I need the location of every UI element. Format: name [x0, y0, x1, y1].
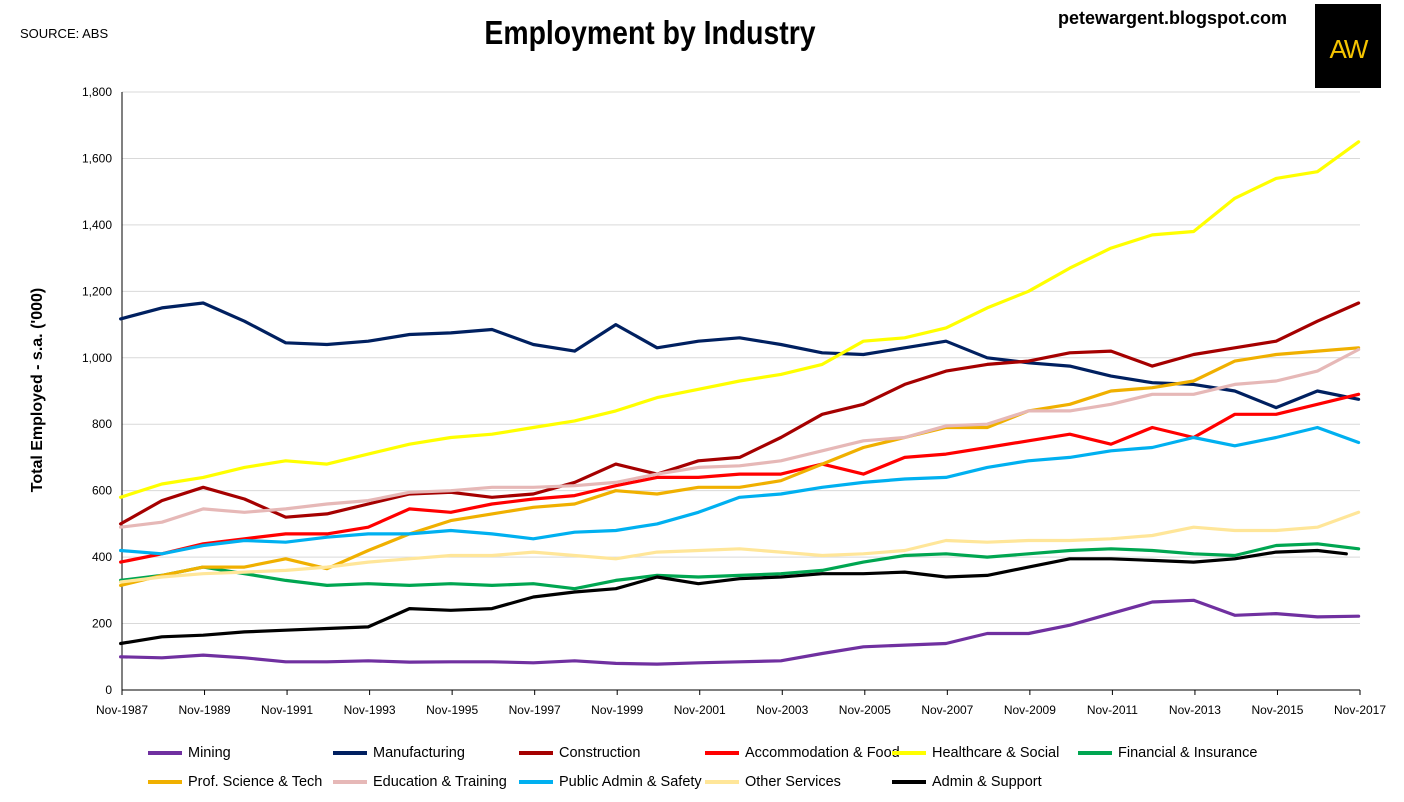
- legend-item: Accommodation & Food: [705, 743, 900, 763]
- legend-swatch: [519, 751, 553, 755]
- series-line-other-services: [118, 510, 1361, 584]
- gridlines: [121, 91, 1360, 691]
- y-axis-label: Total Employed - s.a. ('000): [29, 288, 46, 492]
- y-tick-label: 200: [92, 617, 112, 631]
- x-tick-label: Nov-1999: [591, 703, 643, 717]
- legend-item: Construction: [519, 743, 640, 763]
- x-tick-label: Nov-2003: [756, 703, 808, 717]
- x-tick-label: Nov-2015: [1251, 703, 1303, 717]
- x-tick-label: Nov-2007: [921, 703, 973, 717]
- legend-swatch: [892, 780, 926, 784]
- legend-item: Admin & Support: [892, 772, 1042, 792]
- series-lines: [118, 140, 1361, 666]
- series-line-accommodation-food: [118, 392, 1361, 564]
- source-label: SOURCE: ABS: [20, 26, 109, 41]
- legend-label: Healthcare & Social: [932, 745, 1060, 761]
- chart-title: Employment by Industry: [484, 14, 816, 51]
- x-tick-label: Nov-2013: [1169, 703, 1221, 717]
- legend-item: Financial & Insurance: [1078, 743, 1257, 763]
- y-tick-label: 400: [92, 550, 112, 564]
- y-tick-label: 1,000: [82, 351, 112, 365]
- legend-swatch: [148, 780, 182, 784]
- x-tick-label: Nov-1989: [179, 703, 231, 717]
- series-line-admin-support: [118, 548, 1348, 646]
- series-line-manufacturing: [118, 301, 1361, 410]
- legend-label: Admin & Support: [932, 774, 1042, 790]
- legend-label: Education & Training: [373, 774, 507, 790]
- series-line-public-admin-safety: [118, 425, 1361, 556]
- legend-label: Public Admin & Safety: [559, 774, 702, 790]
- legend-swatch: [705, 780, 739, 784]
- y-tick-label: 800: [92, 417, 112, 431]
- legend-swatch: [1078, 751, 1112, 755]
- legend-label: Mining: [188, 745, 231, 761]
- x-tick-label: Nov-2017: [1334, 703, 1386, 717]
- legend-swatch: [892, 751, 926, 755]
- x-tick-label: Nov-2001: [674, 703, 726, 717]
- y-tick-label: 600: [92, 484, 112, 498]
- legend-item: Mining: [148, 743, 231, 763]
- legend-label: Other Services: [745, 774, 841, 790]
- legend-item: Other Services: [705, 772, 841, 792]
- x-axis-ticks: Nov-1987 Nov-1989 Nov-1991 Nov-1993 Nov-1995…: [96, 690, 1386, 717]
- x-tick-label: Nov-2005: [839, 703, 891, 717]
- legend-swatch: [333, 780, 367, 784]
- x-tick-label: Nov-1987: [96, 703, 148, 717]
- legend-label: Manufacturing: [373, 745, 465, 761]
- legend-swatch: [519, 780, 553, 784]
- x-tick-label: Nov-2009: [1004, 703, 1056, 717]
- legend-label: Financial & Insurance: [1118, 745, 1258, 761]
- legend-swatch: [148, 751, 182, 755]
- y-tick-label: 0: [105, 683, 112, 697]
- legend-item: Education & Training: [333, 772, 507, 792]
- series-line-financial-insurance: [118, 542, 1361, 591]
- y-axis-ticks: 0 200 400 600 800 1,000 1,200 1,400 1,600 1,800: [82, 85, 112, 697]
- x-tick-label: Nov-1997: [509, 703, 561, 717]
- x-tick-label: Nov-1995: [426, 703, 478, 717]
- legend-swatch: [705, 751, 739, 755]
- legend-swatch: [333, 751, 367, 755]
- x-tick-label: Nov-1993: [344, 703, 396, 717]
- y-tick-label: 1,400: [82, 218, 112, 232]
- y-tick-label: 1,800: [82, 85, 112, 99]
- x-tick-label: Nov-2011: [1087, 703, 1138, 717]
- legend-item: Manufacturing: [333, 743, 465, 763]
- legend-item: Healthcare & Social: [892, 743, 1059, 763]
- y-tick-label: 1,600: [82, 151, 112, 165]
- legend-label: Prof. Science & Tech: [188, 774, 323, 790]
- legend-item: Prof. Science & Tech: [148, 772, 322, 792]
- series-line-healthcare-social: [118, 140, 1361, 499]
- logo-text: AW: [1329, 34, 1369, 64]
- series-line-education-training: [118, 347, 1361, 529]
- legend-label: Accommodation & Food: [745, 745, 900, 761]
- aw-logo: AW: [1315, 4, 1381, 88]
- blog-url: petewargent.blogspot.com: [1058, 8, 1288, 28]
- y-tick-label: 1,200: [82, 284, 112, 298]
- legend-label: Construction: [559, 745, 641, 761]
- legend-item: Public Admin & Safety: [519, 772, 702, 792]
- series-line-mining: [118, 598, 1361, 666]
- series-line-construction: [118, 301, 1361, 526]
- x-tick-label: Nov-1991: [261, 703, 313, 717]
